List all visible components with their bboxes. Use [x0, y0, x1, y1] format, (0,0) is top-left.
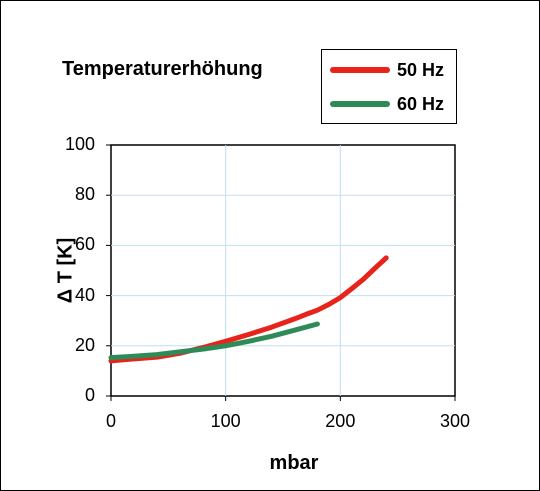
x-tick-label-0: 0	[105, 411, 116, 431]
y-tick-label-20: 20	[74, 334, 95, 355]
legend-swatch-60hz	[330, 101, 390, 107]
y-tick-label-60: 60	[74, 234, 95, 255]
x-tick-label-100: 100	[210, 411, 241, 431]
y-tick-label-80: 80	[74, 184, 95, 205]
legend: 50 Hz 60 Hz	[321, 49, 457, 124]
legend-label-60hz: 60 Hz	[397, 93, 445, 114]
chart-title: Temperaturerhöhung	[62, 58, 263, 80]
series-layer	[108, 255, 389, 364]
legend-swatch-50hz	[330, 67, 390, 73]
y-tick-label-0: 0	[84, 385, 95, 405]
x-tick-label-300: 300	[439, 411, 471, 431]
tick-marks	[106, 144, 456, 401]
grid-lines	[111, 145, 455, 396]
legend-item-60hz: 60 Hz	[330, 91, 444, 117]
legend-label-50hz: 50 Hz	[397, 59, 445, 80]
y-tick-label-100: 100	[64, 134, 95, 154]
y-axis-label: Δ T [K]	[54, 237, 77, 304]
legend-item-50hz: 50 Hz	[330, 57, 444, 83]
y-tick-label-40: 40	[74, 284, 95, 305]
series-line-60hz	[108, 321, 320, 361]
x-axis-label: mbar	[269, 452, 319, 474]
x-tick-label-200: 200	[325, 411, 356, 431]
